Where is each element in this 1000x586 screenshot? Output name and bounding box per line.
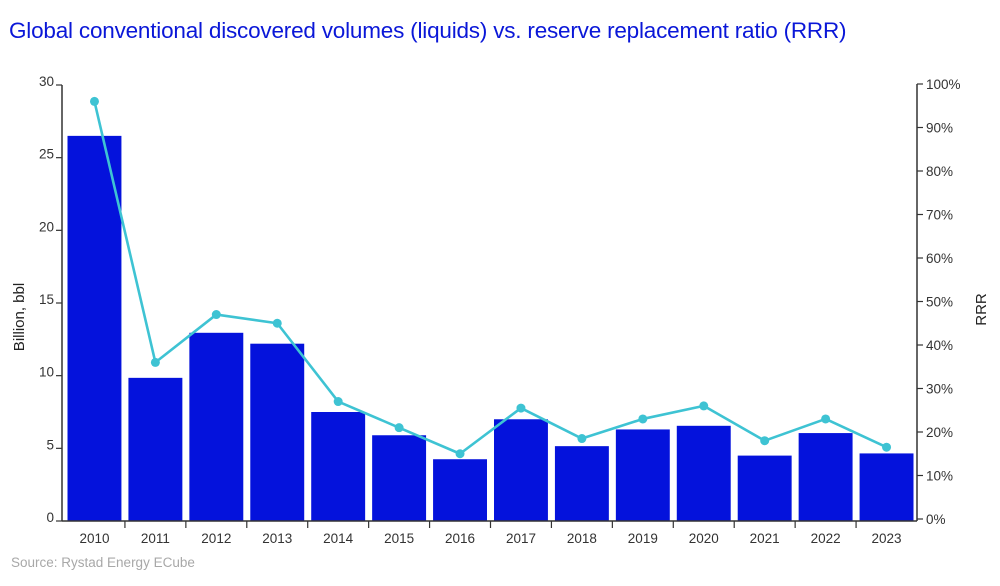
left-tick-label: 25: [39, 147, 54, 162]
rrr-point-2017: [516, 403, 526, 413]
rrr-point-2021: [760, 436, 770, 446]
rrr-point-2022: [821, 414, 831, 424]
rrr-point-2019: [638, 414, 648, 424]
rrr-point-2010: [89, 96, 99, 106]
right-tick-label: 50%: [926, 295, 953, 310]
bar-2014: [311, 412, 366, 521]
x-tick-label: 2013: [262, 531, 292, 546]
source-note: Source: Rystad Energy ECube: [11, 555, 195, 570]
rrr-point-2012: [211, 310, 221, 320]
right-tick-label: 100%: [926, 77, 961, 92]
x-tick-label: 2018: [567, 531, 597, 546]
x-tick-label: 2022: [811, 531, 841, 546]
rrr-point-2020: [699, 401, 709, 411]
x-tick-label: 2020: [689, 531, 719, 546]
chart-title: Global conventional discovered volumes (…: [9, 18, 847, 43]
bar-2013: [250, 343, 305, 521]
bar-2016: [433, 459, 487, 521]
left-tick-label: 0: [46, 510, 54, 525]
rrr-line: [93, 101, 888, 456]
rrr-point-2015: [394, 423, 404, 433]
right-tick-label: 90%: [926, 121, 953, 136]
rrr-point-2011: [150, 357, 160, 367]
right-tick-label: 70%: [926, 208, 953, 223]
rrr-point-2023: [882, 442, 892, 452]
bar-2012: [189, 332, 244, 521]
bar-2020: [676, 425, 731, 521]
x-tick-label: 2016: [445, 531, 475, 546]
x-tick-label: 2010: [79, 531, 109, 546]
x-tick-label: 2019: [628, 531, 658, 546]
bar-2022: [798, 433, 853, 521]
x-tick-label: 2011: [141, 531, 170, 546]
bar-2018: [554, 446, 609, 521]
right-tick-label: 60%: [926, 251, 953, 266]
right-tick-label: 40%: [926, 338, 953, 353]
right-tick-label: 30%: [926, 382, 953, 397]
x-tick-label: 2015: [384, 531, 414, 546]
bar-2019: [615, 429, 670, 521]
bar-2017: [494, 419, 548, 521]
x-tick-label: 2012: [201, 531, 231, 546]
right-tick-label: 10%: [926, 469, 953, 484]
rrr-point-2013: [272, 318, 282, 328]
x-tick-label: 2021: [750, 531, 780, 546]
left-axis-title: Billion, bbl: [11, 283, 28, 351]
left-tick-label: 10: [39, 365, 54, 380]
bar-2023: [859, 453, 914, 521]
left-tick-label: 15: [39, 292, 54, 307]
rrr-point-2014: [333, 397, 343, 407]
rrr-point-2018: [577, 434, 587, 444]
bar-2021: [737, 455, 792, 521]
x-tick-label: 2014: [323, 531, 354, 546]
right-tick-label: 20%: [926, 425, 953, 440]
right-tick-label: 80%: [926, 164, 953, 179]
x-tick-label: 2023: [872, 531, 902, 546]
bar-2010: [67, 135, 122, 521]
left-tick-label: 30: [39, 74, 54, 89]
bar-2015: [372, 435, 427, 521]
bar-2011: [128, 377, 183, 521]
left-tick-label: 20: [39, 219, 54, 234]
left-tick-label: 5: [46, 437, 54, 452]
right-tick-label: 0%: [926, 512, 946, 527]
x-tick-label: 2017: [506, 531, 536, 546]
right-axis-title: RRR: [973, 293, 990, 326]
rrr-point-2016: [455, 449, 465, 459]
